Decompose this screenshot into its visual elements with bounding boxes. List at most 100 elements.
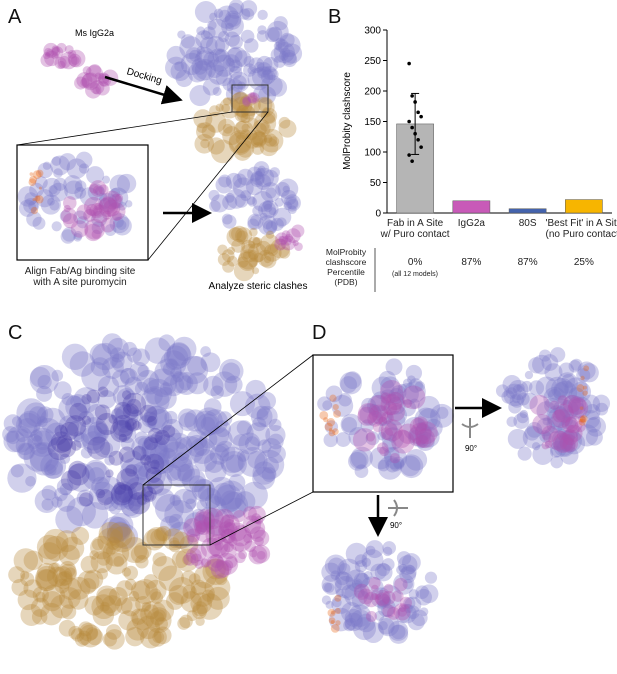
molecule-blob	[47, 197, 55, 206]
molecule-blob	[412, 416, 429, 432]
molecule-blob	[50, 562, 61, 572]
molecule-blob	[257, 9, 268, 21]
molecule-blob	[417, 395, 441, 419]
molecule-blob	[184, 512, 209, 537]
molecule-blob	[99, 198, 111, 209]
molecule-blob	[574, 420, 586, 433]
molecule-blob	[193, 410, 220, 437]
molecule-blob	[87, 424, 103, 439]
molecule-blob	[262, 457, 279, 474]
molecule-blob	[81, 461, 111, 491]
molecule-blob	[261, 467, 277, 482]
molecule-blob	[147, 408, 173, 435]
molecule-blob	[323, 432, 338, 448]
molecule-blob	[231, 225, 248, 243]
molecule-blob	[17, 186, 39, 207]
molecule-blob	[280, 47, 291, 58]
molecule-blob	[160, 350, 187, 377]
molecule-blob	[92, 429, 121, 459]
molecule-blob	[228, 130, 252, 154]
molecule-blob	[268, 433, 284, 450]
molecule-blob	[214, 560, 232, 578]
molecule-blob	[280, 235, 296, 251]
molecule-blob	[252, 131, 267, 147]
molecule-blob	[419, 607, 429, 617]
molecule-blob	[551, 408, 571, 429]
molecule-blob	[135, 555, 149, 569]
molecule-blob	[406, 605, 420, 620]
molecule-blob	[386, 391, 405, 411]
molecule-blob	[371, 391, 392, 412]
molecule-blob	[68, 53, 82, 67]
molecule-blob	[186, 429, 208, 451]
molecule-blob	[227, 255, 238, 267]
molecule-blob	[48, 562, 60, 574]
molecule-blob	[371, 593, 379, 601]
molecule-blob	[415, 431, 435, 451]
molecule-blob	[132, 420, 142, 431]
molecule-blob	[66, 158, 87, 179]
molecule-blob	[78, 163, 90, 174]
molecule-blob	[416, 435, 429, 448]
molecule-blob	[60, 229, 76, 244]
molecule-blob	[399, 566, 417, 584]
molecule-blob	[137, 437, 151, 451]
molecule-blob	[221, 14, 244, 38]
y-tick-label: 150	[364, 117, 381, 128]
molecule-blob	[251, 142, 265, 155]
molecule-blob	[521, 392, 538, 410]
molecule-blob	[66, 462, 96, 492]
molecule-blob	[292, 240, 299, 247]
molecule-blob	[522, 426, 546, 449]
molecule-blob	[69, 351, 96, 377]
molecule-blob	[516, 392, 530, 406]
molecule-blob	[380, 603, 394, 617]
molecule-blob	[562, 394, 584, 416]
molecule-blob	[103, 496, 119, 512]
molecule-blob	[330, 623, 340, 633]
molecule-blob	[215, 443, 230, 458]
molecule-blob	[30, 206, 39, 215]
molecule-blob	[226, 497, 247, 518]
molecule-blob	[195, 30, 214, 49]
molecule-blob	[53, 381, 72, 400]
molecule-blob	[73, 233, 82, 242]
molecule-blob	[222, 97, 231, 106]
molecule-blob	[86, 203, 98, 216]
molecule-blob	[169, 494, 181, 506]
molecule-blob	[361, 549, 384, 572]
molecule-blob	[201, 124, 216, 139]
molecule-blob	[124, 418, 137, 431]
molecule-blob	[405, 364, 423, 382]
molecule-blob	[162, 441, 190, 469]
molecule-blob	[549, 400, 559, 410]
molecule-blob	[343, 371, 362, 389]
molecule-blob	[138, 465, 150, 478]
molecule-blob	[81, 394, 92, 405]
molecule-blob	[369, 446, 392, 470]
molecule-blob	[543, 425, 568, 450]
molecule-blob	[191, 604, 207, 620]
molecule-blob	[158, 334, 176, 352]
molecule-blob	[38, 186, 42, 190]
molecule-blob	[211, 371, 238, 397]
molecule-blob	[190, 579, 207, 596]
molecule-blob	[228, 0, 245, 15]
molecule-blob	[3, 414, 23, 433]
molecule-blob	[146, 469, 173, 496]
molecule-blob	[550, 440, 567, 458]
molecule-blob	[36, 442, 49, 455]
molecule-blob	[332, 428, 339, 435]
molecule-blob	[263, 133, 278, 147]
molecule-blob	[196, 122, 207, 133]
molecule-blob	[92, 185, 103, 196]
molecule-blob	[194, 559, 204, 569]
molecule-blob	[80, 446, 93, 459]
molecule-blob	[43, 535, 69, 562]
molecule-blob	[378, 370, 397, 389]
molecule-blob	[88, 481, 117, 510]
molecule-blob	[370, 587, 391, 608]
molecule-blob	[16, 412, 41, 438]
molecule-blob	[78, 621, 94, 637]
molecule-blob	[68, 589, 89, 610]
